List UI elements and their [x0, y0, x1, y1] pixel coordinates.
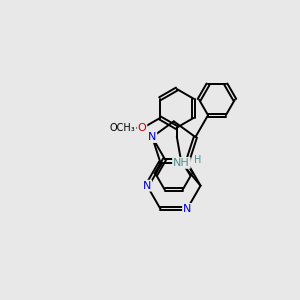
Text: H: H: [194, 155, 202, 165]
Text: N: N: [143, 181, 151, 191]
Text: N: N: [148, 132, 156, 142]
Text: OCH₃: OCH₃: [110, 123, 136, 134]
Text: NH: NH: [173, 158, 190, 168]
Text: O: O: [138, 123, 146, 134]
Text: N: N: [183, 204, 191, 214]
